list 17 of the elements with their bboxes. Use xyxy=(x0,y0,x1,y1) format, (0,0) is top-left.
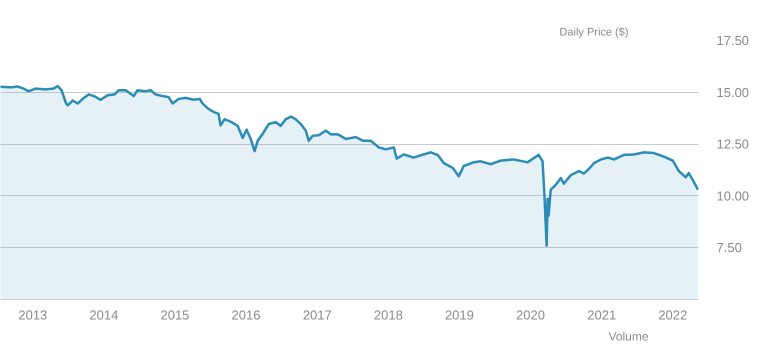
y-tick-label: 17.50 xyxy=(716,33,750,48)
y-tick-label: 10.00 xyxy=(716,188,750,204)
x-tick-label: 2013 xyxy=(18,308,48,322)
x-tick-label: 2014 xyxy=(89,308,118,322)
x-tick-label: 2017 xyxy=(302,308,332,322)
y-tick-label: 7.50 xyxy=(716,240,742,256)
y-axis-title: Daily Price ($) xyxy=(559,26,629,38)
x-tick-label: 2022 xyxy=(658,308,688,322)
y-tick-label: 15.00 xyxy=(716,84,750,100)
x-tick-label: 2021 xyxy=(587,308,616,322)
x-tick-label: 2020 xyxy=(516,308,545,322)
x-tick-label: 2018 xyxy=(374,308,403,322)
x-tick-label: 2019 xyxy=(444,308,474,322)
y-tick-label: 12.50 xyxy=(716,136,750,152)
text: Volume xyxy=(608,330,649,344)
x-tick-label: 2016 xyxy=(232,308,260,322)
x-tick-label: 2015 xyxy=(160,308,190,322)
